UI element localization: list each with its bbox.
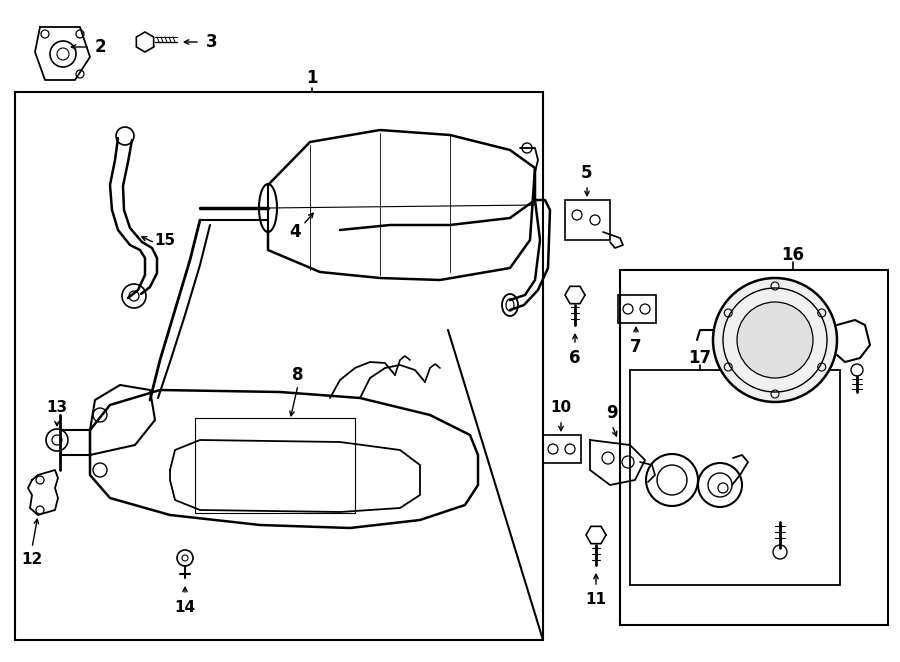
Text: 5: 5 bbox=[581, 164, 593, 182]
Circle shape bbox=[713, 278, 837, 402]
Text: 10: 10 bbox=[551, 401, 572, 416]
Text: 15: 15 bbox=[155, 232, 176, 248]
Bar bbox=[543, 435, 581, 463]
Text: 3: 3 bbox=[206, 33, 218, 51]
Bar bbox=[15, 92, 543, 640]
Bar bbox=[618, 295, 656, 323]
Text: 9: 9 bbox=[607, 404, 617, 422]
Bar bbox=[565, 200, 610, 240]
Text: 14: 14 bbox=[175, 600, 195, 616]
Text: 11: 11 bbox=[586, 592, 607, 606]
Text: 2: 2 bbox=[94, 38, 106, 56]
Bar bbox=[630, 370, 840, 585]
Text: 1: 1 bbox=[306, 69, 318, 87]
Text: 6: 6 bbox=[569, 349, 580, 367]
Text: 7: 7 bbox=[630, 338, 642, 356]
Text: 12: 12 bbox=[22, 553, 42, 567]
Text: 8: 8 bbox=[292, 366, 304, 384]
Text: 16: 16 bbox=[781, 246, 805, 264]
Text: 13: 13 bbox=[47, 401, 68, 416]
Bar bbox=[620, 270, 888, 625]
Circle shape bbox=[737, 302, 813, 378]
Text: 17: 17 bbox=[688, 349, 712, 367]
Text: 4: 4 bbox=[289, 223, 301, 241]
Bar bbox=[195, 418, 355, 513]
